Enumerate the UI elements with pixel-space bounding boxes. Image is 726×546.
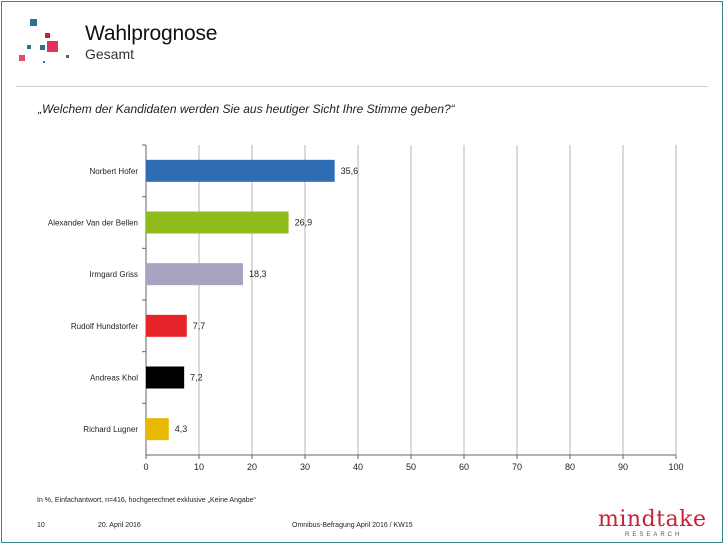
bar <box>146 159 335 182</box>
bar <box>146 211 289 234</box>
value-label: 7,7 <box>193 321 206 331</box>
bar <box>146 418 169 441</box>
category-label: Alexander Van der Bellen <box>48 219 138 228</box>
x-tick-label: 90 <box>618 462 628 472</box>
bar <box>146 314 187 337</box>
x-tick-label: 40 <box>353 462 363 472</box>
value-label: 7,2 <box>190 373 203 383</box>
x-tick-label: 20 <box>247 462 257 472</box>
x-tick-label: 60 <box>459 462 469 472</box>
category-label: Irmgard Griss <box>90 270 138 279</box>
report-date: 20. April 2016 <box>98 522 141 529</box>
survey-source: Omnibus-Befragung April 2016 / KW15 <box>292 522 413 529</box>
bar <box>146 366 185 389</box>
x-tick-label: 100 <box>668 462 683 472</box>
value-label: 18,3 <box>249 269 267 279</box>
x-tick-label: 70 <box>512 462 522 472</box>
category-label: Rudolf Hundstorfer <box>71 322 138 331</box>
bar <box>146 263 243 286</box>
x-tick-label: 80 <box>565 462 575 472</box>
x-tick-label: 0 <box>143 462 148 472</box>
category-label: Norbert Hofer <box>90 167 139 176</box>
category-label: Richard Lugner <box>83 425 138 434</box>
x-tick-label: 10 <box>194 462 204 472</box>
value-label: 26,9 <box>295 218 313 228</box>
brand-logo-subtext: RESEARCH <box>625 532 683 538</box>
x-tick-label: 50 <box>406 462 416 472</box>
page-title: Wahlprognose <box>85 22 218 45</box>
brand-logo-text: mindtake <box>598 507 707 532</box>
x-tick-label: 30 <box>300 462 310 472</box>
page-number: 10 <box>37 522 45 529</box>
page-subtitle: Gesamt <box>85 46 135 62</box>
method-note: In %, Einfachantwort, n=416, hochgerechn… <box>37 497 256 504</box>
survey-question: „Welchem der Kandidaten werden Sie aus h… <box>38 102 455 116</box>
category-label: Andreas Khol <box>90 374 138 383</box>
value-label: 4,3 <box>175 424 188 434</box>
value-label: 35,6 <box>341 166 359 176</box>
header-divider <box>16 86 708 87</box>
